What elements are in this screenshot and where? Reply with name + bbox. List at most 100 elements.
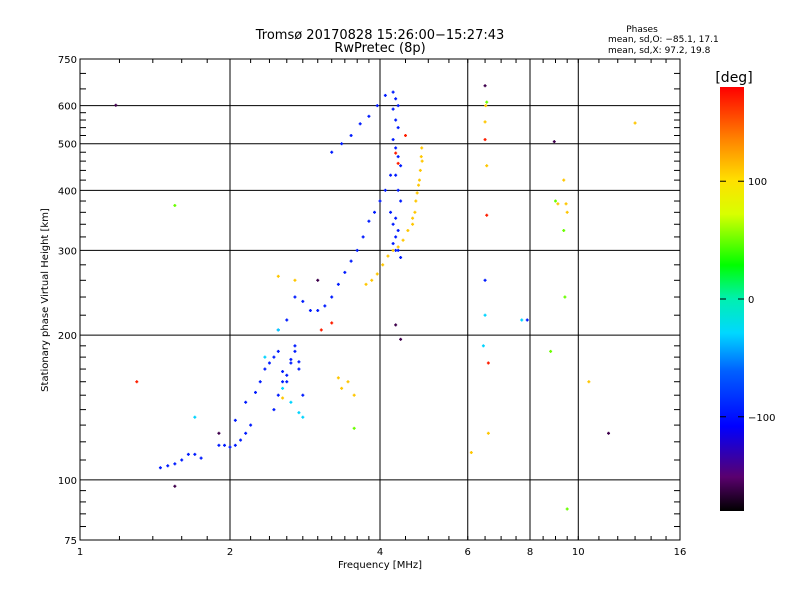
data-point — [391, 90, 395, 94]
data-point — [308, 309, 312, 313]
data-point — [135, 380, 139, 384]
data-point — [199, 456, 203, 460]
data-point — [406, 228, 410, 232]
data-point — [349, 134, 353, 138]
data-point — [396, 248, 400, 252]
data-point — [166, 464, 170, 468]
data-point — [399, 337, 403, 341]
data-point — [389, 210, 393, 214]
data-point — [394, 323, 398, 327]
data-point — [415, 191, 419, 195]
data-point — [253, 390, 257, 394]
data-point — [483, 120, 487, 124]
data-point — [564, 202, 568, 206]
y-axis-label: Stationary phase Virtual Height [km] — [40, 208, 51, 392]
data-point — [293, 344, 297, 348]
data-point — [414, 199, 418, 203]
y-tick-label: 75 — [64, 536, 77, 547]
data-point — [394, 173, 398, 177]
colorbar-tick-label: 0 — [748, 295, 754, 306]
chart-title: Tromsø 20170828 15:26:00−15:27:43 — [255, 28, 505, 43]
data-point — [391, 222, 395, 226]
colorbar-ticks: 100 0 −100 — [720, 177, 775, 424]
data-point — [297, 367, 301, 371]
data-point — [352, 393, 356, 397]
data-point — [193, 452, 197, 456]
data-point — [249, 423, 253, 427]
data-point — [293, 295, 297, 299]
data-point — [340, 142, 344, 146]
data-point — [336, 282, 340, 286]
x-tick-label: 6 — [465, 547, 471, 558]
data-point — [391, 242, 395, 246]
data-point — [386, 254, 390, 258]
data-point — [244, 400, 248, 404]
data-point — [289, 361, 293, 365]
data-point — [562, 178, 566, 182]
data-point — [394, 118, 398, 122]
data-point — [263, 355, 267, 359]
y-tick-label: 750 — [58, 55, 77, 66]
axis-ticks: 1 2 4 6 8 10 16 75 100 200 300 400 500 600 750 — [58, 55, 686, 558]
data-point — [173, 203, 177, 207]
data-point — [556, 202, 560, 206]
data-point — [217, 431, 221, 435]
data-point — [587, 380, 591, 384]
data-point — [391, 107, 395, 111]
data-point — [396, 188, 400, 192]
data-point — [297, 360, 301, 364]
data-point — [563, 295, 567, 299]
data-point — [375, 272, 379, 276]
data-point — [481, 344, 485, 348]
data-point — [553, 199, 557, 203]
data-point — [158, 466, 162, 470]
data-point — [267, 361, 271, 365]
data-point — [525, 318, 529, 322]
data-point — [281, 396, 285, 400]
data-point — [276, 393, 280, 397]
data-point — [193, 415, 197, 419]
data-point — [301, 415, 305, 419]
y-tick-label: 100 — [58, 476, 77, 487]
data-point — [381, 263, 385, 267]
data-point — [399, 164, 403, 168]
data-point — [483, 84, 487, 88]
data-point — [361, 235, 365, 239]
x-tick-label: 8 — [527, 547, 533, 558]
data-point — [396, 228, 400, 232]
data-point — [483, 313, 487, 317]
data-point — [378, 199, 382, 203]
info-phase-o: mean, sd,O: −85.1, 17.1 — [608, 35, 719, 45]
data-point — [394, 97, 398, 101]
data-point — [485, 164, 489, 168]
data-point — [417, 183, 421, 187]
data-point — [316, 278, 320, 282]
data-point — [549, 349, 553, 353]
y-tick-label: 500 — [58, 140, 77, 151]
colorbar-tick-label: 100 — [748, 177, 767, 188]
data-point — [420, 159, 424, 163]
data-point — [399, 255, 403, 259]
data-point — [285, 380, 289, 384]
data-point — [346, 380, 350, 384]
data-point — [316, 309, 320, 313]
data-point — [173, 462, 177, 466]
data-point — [358, 122, 362, 126]
data-point — [367, 114, 371, 118]
data-point — [391, 248, 395, 252]
data-point — [486, 361, 490, 365]
data-point — [281, 370, 285, 374]
data-point — [330, 295, 334, 299]
data-point — [413, 210, 417, 214]
data-point — [486, 431, 490, 435]
data-point — [391, 138, 395, 142]
data-point — [483, 138, 487, 142]
y-tick-label: 200 — [58, 331, 77, 342]
data-point — [281, 386, 285, 390]
data-point — [263, 367, 267, 371]
x-tick-label: 2 — [227, 547, 233, 558]
data-point — [244, 431, 248, 435]
x-tick-label: 4 — [377, 547, 383, 558]
data-point — [607, 431, 611, 435]
data-point — [419, 155, 423, 159]
